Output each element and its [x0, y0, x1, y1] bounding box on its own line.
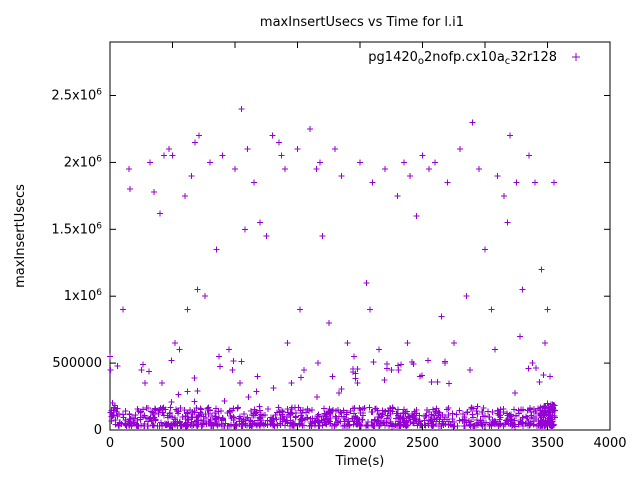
x-axis-ticks: 0 500 1000 1500 2000 2500 3000 3500 4000: [106, 42, 627, 451]
x-tick-label: 2000: [343, 436, 376, 451]
legend: pg1420o2nofp.cx10ac32r128: [368, 50, 580, 67]
x-tick-label: 1000: [218, 436, 251, 451]
legend-marker-icon: [572, 53, 580, 61]
x-tick-label: 3500: [531, 436, 564, 451]
x-tick-label: 1500: [281, 436, 314, 451]
y-tick-label: 0: [94, 423, 102, 438]
y-axis-ticks: 0 500000 1x106 1.5x106 2x106 2.5x106: [51, 88, 610, 438]
x-tick-label: 4000: [593, 436, 626, 451]
chart-title: maxInsertUsecs vs Time for l.i1: [260, 15, 464, 30]
y-tick-label: 2.5x106: [51, 88, 102, 104]
y-tick-label: 500000: [52, 356, 102, 371]
x-tick-label: 0: [106, 436, 114, 451]
y-tick-label: 1x106: [64, 288, 103, 304]
plot-area: 0 500 1000 1500 2000 2500 3000 3500 4000 0 500000 1…: [51, 41, 627, 451]
x-tick-label: 500: [160, 436, 185, 451]
plot-border: [109, 41, 611, 431]
scatter-points: [107, 106, 558, 430]
y-tick-label: 1.5x106: [51, 221, 102, 237]
y-axis-label: maxInsertUsecs: [13, 184, 28, 288]
x-axis-label: Time(s): [335, 454, 385, 469]
x-tick-label: 2500: [406, 436, 439, 451]
y-tick-label: 2x106: [64, 154, 103, 170]
legend-label: pg1420o2nofp.cx10ac32r128: [368, 50, 557, 67]
x-tick-label: 3000: [468, 436, 501, 451]
